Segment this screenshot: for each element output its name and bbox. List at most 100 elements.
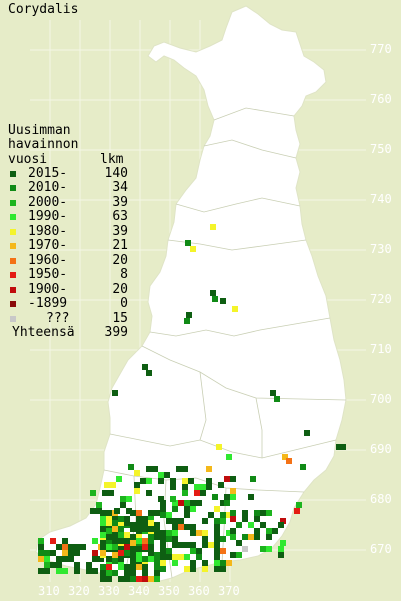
observation-marker — [154, 522, 160, 528]
observation-marker — [236, 552, 242, 558]
observation-marker — [118, 516, 124, 522]
map-title: Corydalis — [8, 2, 79, 17]
observation-marker — [170, 478, 176, 484]
observation-marker — [158, 496, 164, 502]
observation-marker — [196, 530, 202, 536]
observation-marker — [266, 510, 272, 516]
legend-item-label: 2015- — [28, 165, 68, 181]
observation-marker — [182, 484, 188, 490]
observation-marker — [172, 554, 178, 560]
observation-marker — [142, 364, 148, 370]
observation-marker — [242, 510, 248, 516]
observation-marker — [190, 548, 196, 554]
observation-marker — [38, 544, 44, 550]
observation-marker — [102, 490, 108, 496]
legend-item-label: 2000- — [28, 194, 68, 210]
legend-header-line1: Uusimman — [8, 123, 71, 138]
observation-marker — [296, 502, 302, 508]
observation-marker — [148, 526, 154, 532]
observation-marker — [182, 478, 188, 484]
observation-marker — [206, 478, 212, 484]
observation-marker — [106, 564, 112, 570]
legend-swatch — [10, 185, 16, 192]
observation-marker — [184, 318, 190, 324]
observation-marker — [142, 538, 148, 544]
observation-marker — [210, 290, 216, 296]
observation-marker — [120, 502, 126, 508]
observation-marker — [172, 536, 178, 542]
observation-marker — [184, 500, 190, 506]
observation-marker — [184, 554, 190, 560]
observation-marker — [190, 542, 196, 548]
observation-marker — [106, 528, 112, 534]
observation-marker — [50, 562, 56, 568]
observation-marker — [196, 554, 202, 560]
observation-marker — [136, 538, 142, 544]
observation-marker — [266, 528, 272, 534]
observation-marker — [106, 544, 112, 550]
legend-item: 1980- 39 — [8, 224, 128, 240]
observation-marker — [170, 496, 176, 502]
observation-marker — [172, 524, 178, 530]
observation-marker — [178, 542, 184, 548]
observation-marker — [112, 558, 118, 564]
observation-marker — [214, 524, 220, 530]
observation-marker — [226, 530, 232, 536]
observation-marker — [158, 472, 164, 478]
observation-marker — [146, 466, 152, 472]
legend-item-count: 63 — [112, 209, 128, 225]
x-axis-label: 370 — [218, 584, 240, 598]
observation-marker — [206, 466, 212, 472]
observation-marker — [190, 524, 196, 530]
observation-marker — [62, 538, 68, 544]
observation-marker — [44, 568, 50, 574]
observation-marker — [278, 546, 284, 552]
y-axis-label: 710 — [370, 342, 392, 356]
x-axis-label: 330 — [98, 584, 120, 598]
observation-marker — [202, 542, 208, 548]
legend-item-count: 21 — [112, 238, 128, 254]
observation-marker — [184, 524, 190, 530]
observation-marker — [336, 444, 342, 450]
legend-swatch — [10, 214, 16, 221]
observation-marker — [232, 306, 238, 312]
observation-marker — [214, 506, 220, 512]
observation-marker — [220, 536, 226, 542]
observation-marker — [100, 510, 106, 516]
observation-marker — [224, 494, 230, 500]
observation-marker — [124, 544, 130, 550]
observation-marker — [202, 560, 208, 566]
legend-rows: 2015- 140 2010- 34 2000- 39 1990- 63 1980- 39 1970… — [8, 165, 128, 327]
y-axis-label: 690 — [370, 442, 392, 456]
legend-total-row: Yhteensä 399 — [8, 326, 128, 341]
observation-marker — [184, 566, 190, 572]
observation-marker — [142, 570, 148, 576]
observation-marker — [248, 494, 254, 500]
observation-marker — [172, 506, 178, 512]
observation-marker — [38, 568, 44, 574]
observation-marker — [38, 556, 44, 562]
observation-marker — [190, 506, 196, 512]
observation-marker — [160, 506, 166, 512]
observation-marker — [126, 496, 132, 502]
observation-marker — [130, 564, 136, 570]
observation-marker — [220, 518, 226, 524]
observation-marker — [130, 576, 136, 582]
observation-marker — [172, 500, 178, 506]
observation-marker — [166, 554, 172, 560]
observation-marker — [218, 482, 224, 488]
observation-marker — [118, 556, 124, 562]
legend-item-count: 20 — [112, 252, 128, 268]
observation-marker — [136, 576, 142, 582]
observation-marker — [108, 490, 114, 496]
observation-marker — [148, 534, 154, 540]
observation-marker — [230, 534, 236, 540]
legend-item: 1900- 20 — [8, 282, 128, 298]
observation-marker — [106, 516, 112, 522]
observation-marker — [118, 576, 124, 582]
legend-count-header: lkm — [100, 151, 124, 167]
observation-marker — [98, 556, 104, 562]
observation-marker — [178, 524, 184, 530]
observation-marker — [172, 518, 178, 524]
observation-marker — [100, 546, 106, 552]
